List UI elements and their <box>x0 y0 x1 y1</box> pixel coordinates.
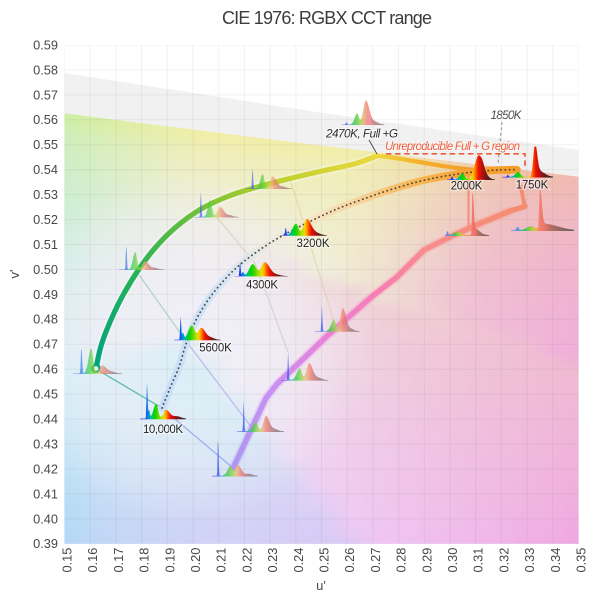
svg-text:1750K: 1750K <box>516 179 549 191</box>
svg-text:0.39: 0.39 <box>33 536 58 551</box>
svg-text:0.15: 0.15 <box>60 548 75 573</box>
svg-text:0.50: 0.50 <box>33 262 58 277</box>
svg-text:4300K: 4300K <box>246 279 278 291</box>
svg-text:0.40: 0.40 <box>33 511 58 526</box>
svg-text:Unreproducible Full + G region: Unreproducible Full + G region <box>385 141 520 153</box>
svg-text:0.49: 0.49 <box>33 287 58 302</box>
svg-text:0.43: 0.43 <box>33 436 58 451</box>
svg-text:10,000K: 10,000K <box>143 424 183 436</box>
svg-text:0.19: 0.19 <box>162 548 177 573</box>
svg-text:0.18: 0.18 <box>137 548 152 573</box>
svg-text:0.52: 0.52 <box>33 212 58 227</box>
svg-text:0.16: 0.16 <box>85 548 100 573</box>
svg-text:0.21: 0.21 <box>214 548 229 573</box>
svg-text:CIE 1976: RGBX CCT range: CIE 1976: RGBX CCT range <box>222 8 432 28</box>
svg-text:0.23: 0.23 <box>265 548 280 573</box>
svg-text:0.44: 0.44 <box>33 412 58 427</box>
svg-text:0.28: 0.28 <box>394 548 409 573</box>
svg-text:0.34: 0.34 <box>548 548 563 573</box>
svg-text:0.58: 0.58 <box>33 62 58 77</box>
svg-text:0.27: 0.27 <box>368 548 383 573</box>
svg-text:0.55: 0.55 <box>33 137 58 152</box>
svg-text:0.24: 0.24 <box>291 548 306 573</box>
svg-text:0.48: 0.48 <box>33 312 58 327</box>
svg-text:0.31: 0.31 <box>471 548 486 573</box>
svg-text:0.45: 0.45 <box>33 387 58 402</box>
svg-text:0.59: 0.59 <box>33 37 58 52</box>
svg-text:v': v' <box>7 270 22 279</box>
svg-text:0.35: 0.35 <box>574 548 589 573</box>
svg-text:0.53: 0.53 <box>33 187 58 202</box>
svg-text:0.26: 0.26 <box>342 548 357 573</box>
svg-text:0.17: 0.17 <box>111 548 126 573</box>
svg-text:0.51: 0.51 <box>33 237 58 252</box>
svg-text:0.33: 0.33 <box>522 548 537 573</box>
svg-text:2470K, Full +G: 2470K, Full +G <box>325 127 398 141</box>
svg-text:0.56: 0.56 <box>33 112 58 127</box>
svg-text:0.32: 0.32 <box>496 548 511 573</box>
svg-text:0.41: 0.41 <box>33 486 58 501</box>
svg-text:0.54: 0.54 <box>33 162 58 177</box>
svg-text:u': u' <box>316 578 326 593</box>
svg-text:0.22: 0.22 <box>239 548 254 573</box>
svg-text:3200K: 3200K <box>297 238 330 250</box>
svg-text:0.20: 0.20 <box>188 548 203 573</box>
svg-text:2000K: 2000K <box>451 181 483 193</box>
svg-text:0.57: 0.57 <box>33 87 58 102</box>
svg-text:0.30: 0.30 <box>445 548 460 573</box>
svg-text:0.42: 0.42 <box>33 461 58 476</box>
svg-text:5600K: 5600K <box>199 343 232 355</box>
svg-text:1850K: 1850K <box>491 108 523 122</box>
svg-text:0.29: 0.29 <box>419 548 434 573</box>
svg-text:0.47: 0.47 <box>33 337 58 352</box>
svg-text:0.25: 0.25 <box>317 548 332 573</box>
svg-text:0.46: 0.46 <box>33 362 58 377</box>
